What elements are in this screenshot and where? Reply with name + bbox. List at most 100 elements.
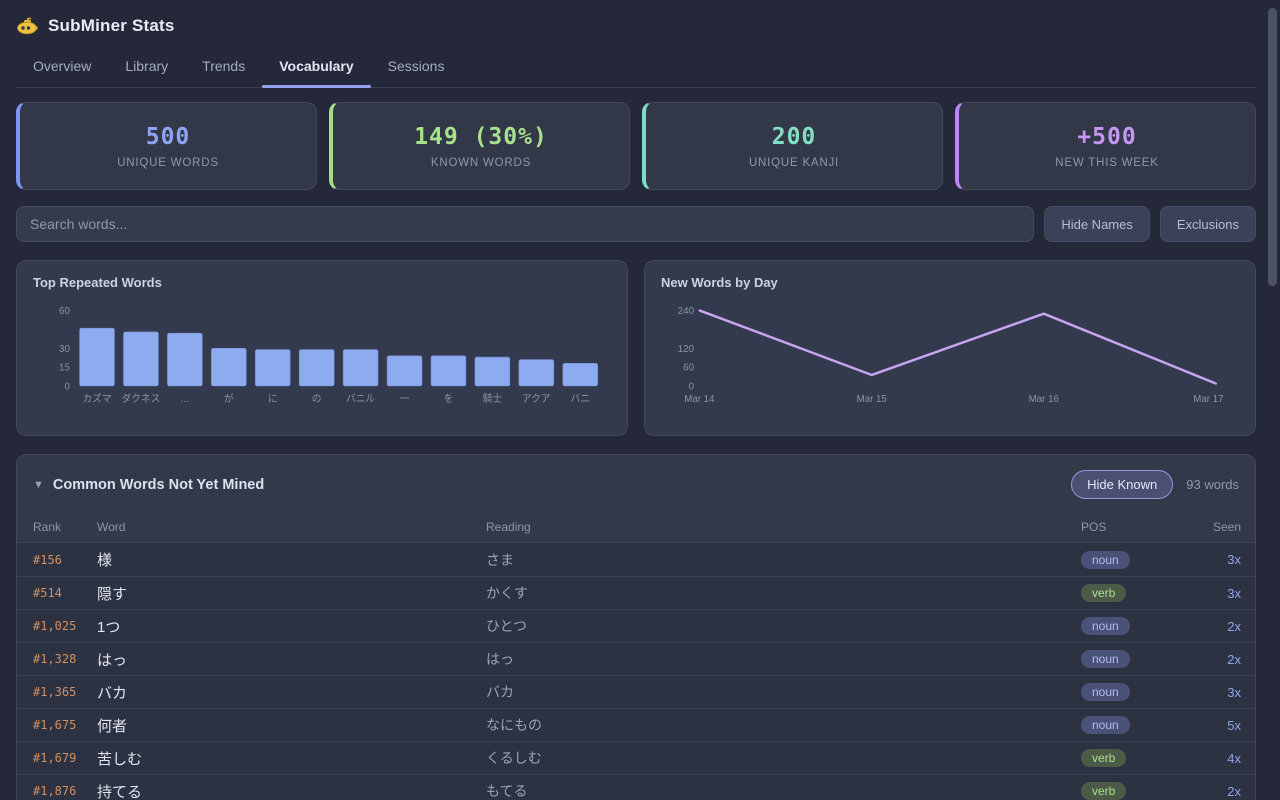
seen-cell: 3x — [1227, 684, 1241, 700]
stat-value: 200 — [771, 123, 817, 150]
section-title: Common Words Not Yet Mined — [52, 476, 265, 493]
svg-text:60: 60 — [683, 363, 694, 374]
charts-row: Top Repeated Words 0 15 30 60 カズマ ダクネス … が に の バニル… — [16, 260, 1256, 436]
stat-card-new-this-week: +500 NEW THIS WEEK — [955, 102, 1256, 190]
svg-text:15: 15 — [59, 363, 70, 374]
svg-text:60: 60 — [59, 306, 70, 317]
top-repeated-words-card: Top Repeated Words 0 15 30 60 カズマ ダクネス … が に の バニル… — [16, 260, 628, 436]
collapse-toggle-icon[interactable]: ▼ — [33, 478, 44, 491]
stat-card-unique-words: 500 UNIQUE WORDS — [16, 102, 317, 190]
svg-text:騎士: 騎士 — [483, 392, 503, 405]
pos-cell: verb — [1081, 782, 1181, 800]
hide-known-button[interactable]: Hide Known — [1071, 470, 1174, 499]
stat-label: KNOWN WORDS — [430, 156, 532, 169]
svg-text:Mar 15: Mar 15 — [857, 394, 888, 405]
tab-trends[interactable]: Trends — [185, 48, 262, 87]
submarine-icon — [16, 16, 38, 36]
top-repeated-words-chart: 0 15 30 60 カズマ ダクネス … が に の バニル 一 を 騎士 アクア バニ — [59, 306, 599, 405]
pos-cell: noun — [1081, 683, 1181, 701]
stat-card-unique-kanji: 200 UNIQUE KANJI — [642, 102, 943, 190]
pos-cell: noun — [1081, 617, 1181, 635]
column-header-reading: Reading — [486, 520, 531, 534]
tab-sessions[interactable]: Sessions — [371, 48, 462, 87]
scrollbar-thumb[interactable] — [1268, 8, 1277, 286]
table-row[interactable]: #1,365 バカ バカ noun 3x — [17, 675, 1255, 708]
pos-cell: noun — [1081, 716, 1181, 734]
svg-text:カズマ: カズマ — [82, 392, 111, 405]
column-header-word: Word — [97, 520, 126, 534]
stat-card-known-words: 149 (30%) KNOWN WORDS — [329, 102, 630, 190]
pos-badge: noun — [1081, 550, 1130, 569]
stat-label: UNIQUE WORDS — [117, 156, 219, 169]
seen-cell: 2x — [1227, 783, 1241, 799]
svg-text:の: の — [312, 394, 322, 405]
pos-badge: verb — [1081, 749, 1127, 767]
table-row[interactable]: #1,876 持てる もてる verb 2x — [17, 774, 1255, 800]
chart-title: New Words by Day — [661, 275, 778, 290]
pos-cell: verb — [1081, 584, 1181, 602]
svg-text:120: 120 — [678, 344, 695, 355]
table-body: #156 様 さま noun 3x #514 隠す かくす verb 3x #1,025 1つ ひとつ n… — [17, 542, 1255, 800]
table-row[interactable]: #1,328 はっ はっ noun 2x — [17, 642, 1255, 675]
pos-cell: verb — [1081, 749, 1181, 767]
svg-text:240: 240 — [678, 306, 695, 317]
word-count: 93 words — [1186, 477, 1239, 492]
app-header: SubMiner Stats — [16, 0, 1256, 38]
svg-text:バニ: バニ — [571, 393, 590, 405]
exclusions-button[interactable]: Exclusions — [1159, 206, 1256, 242]
svg-text:が: が — [224, 392, 234, 405]
pos-badge: noun — [1081, 716, 1130, 734]
table-row[interactable]: #1,675 何者 なにもの noun 5x — [17, 708, 1255, 741]
stats-row: 500 UNIQUE WORDS 149 (30%) KNOWN WORDS 2… — [16, 102, 1256, 190]
seen-cell: 2x — [1227, 618, 1241, 634]
table-row[interactable]: #1,679 苦しむ くるしむ verb 4x — [17, 741, 1255, 774]
pos-badge: verb — [1081, 584, 1127, 602]
tab-overview[interactable]: Overview — [16, 48, 108, 87]
table-head: ▼ Common Words Not Yet Mined Hide Known … — [17, 455, 1255, 512]
table-column-headers: Rank Word Reading POS Seen — [17, 512, 1255, 542]
svg-text:0: 0 — [64, 381, 70, 392]
seen-cell: 4x — [1227, 750, 1241, 766]
word-cell: 何者 — [97, 717, 128, 735]
pos-badge: noun — [1081, 683, 1130, 701]
word-cell: バカ — [97, 684, 128, 702]
reading-cell: はっ — [486, 651, 514, 667]
table-row[interactable]: #156 様 さま noun 3x — [17, 543, 1255, 576]
stat-value: 500 — [145, 123, 191, 150]
column-header-pos: POS — [1081, 520, 1107, 534]
table-row[interactable]: #1,025 1つ ひとつ noun 2x — [17, 609, 1255, 642]
svg-text:に: に — [268, 393, 278, 405]
hide-names-button[interactable]: Hide Names — [1044, 206, 1150, 242]
rank-cell: #514 — [33, 586, 62, 600]
word-cell: はっ — [97, 651, 128, 669]
stat-value: +500 — [1077, 123, 1137, 150]
search-row: Hide Names Exclusions — [16, 206, 1256, 242]
svg-text:バニル: バニル — [346, 393, 375, 405]
stat-label: UNIQUE KANJI — [748, 156, 840, 169]
seen-cell: 3x — [1227, 552, 1241, 567]
column-header-rank: Rank — [33, 520, 62, 534]
table-row[interactable]: #514 隠す かくす verb 3x — [17, 576, 1255, 609]
tab-vocabulary[interactable]: Vocabulary — [262, 48, 372, 88]
word-cell: 様 — [97, 552, 113, 569]
tab-library[interactable]: Library — [108, 48, 185, 87]
word-cell: 持てる — [97, 783, 143, 800]
reading-cell: かくす — [486, 585, 528, 601]
svg-text:30: 30 — [59, 344, 70, 355]
pos-badge: noun — [1081, 617, 1130, 635]
reading-cell: バカ — [486, 684, 514, 700]
word-cell: 苦しむ — [97, 750, 143, 768]
reading-cell: なにもの — [486, 717, 542, 733]
rank-cell: #1,328 — [33, 652, 77, 666]
search-input[interactable] — [16, 206, 1035, 242]
rank-cell: #1,025 — [33, 619, 77, 633]
rank-cell: #1,365 — [33, 685, 77, 699]
rank-cell: #1,675 — [33, 718, 77, 732]
reading-cell: さま — [486, 551, 514, 568]
stat-label: NEW THIS WEEK — [1055, 156, 1159, 169]
rank-cell: #1,679 — [33, 751, 77, 765]
svg-text:ダクネス: ダクネス — [122, 392, 161, 405]
new-words-by-day-card: New Words by Day 0 60 120 240 Mar 14 Mar 15 Ma… — [644, 260, 1256, 436]
reading-cell: もてる — [486, 783, 528, 799]
